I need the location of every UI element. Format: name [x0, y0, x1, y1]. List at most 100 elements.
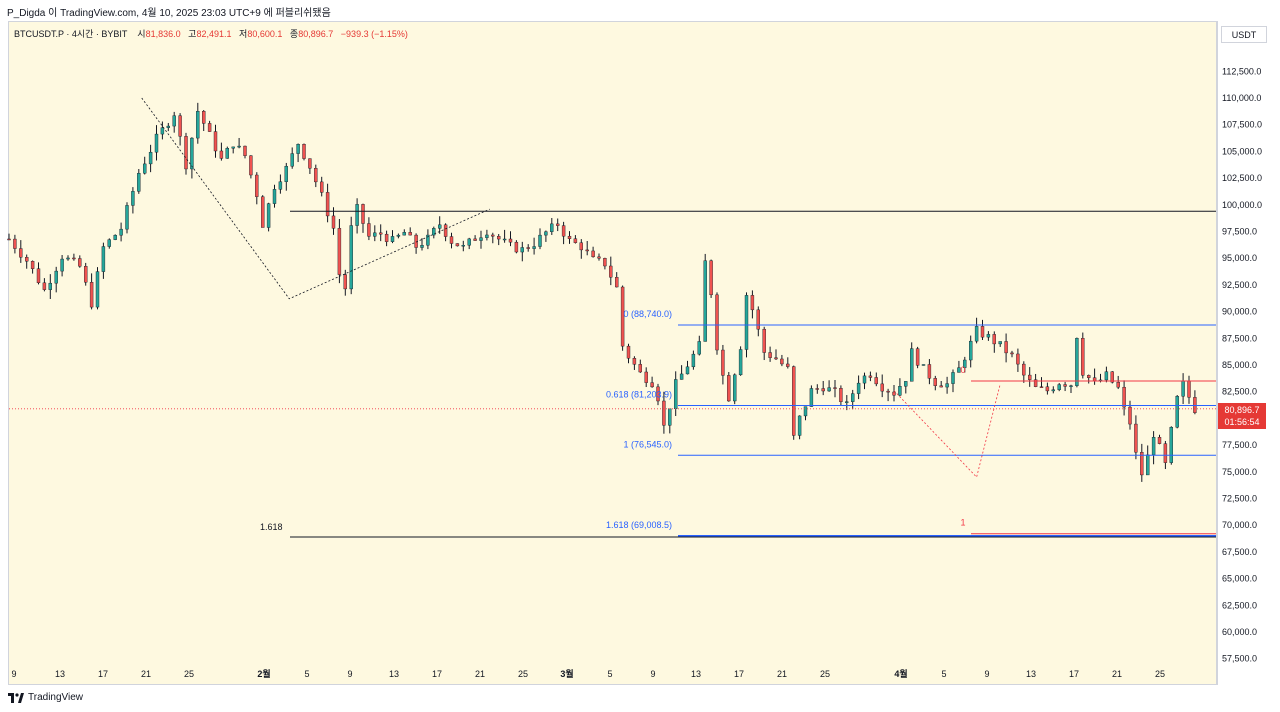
candle-body: [615, 277, 619, 288]
currency-selector[interactable]: USDT: [1221, 26, 1267, 43]
candle-body: [367, 223, 371, 237]
x-tick-label: 5: [941, 669, 946, 679]
x-tick-label: 25: [518, 669, 528, 679]
candle-body: [526, 247, 530, 249]
y-tick-label: 60,000.0: [1222, 627, 1257, 637]
candle-body: [1081, 338, 1085, 376]
candle-body: [514, 241, 519, 253]
symbol-label[interactable]: BTCUSDT.P · 4시간 · BYBIT: [14, 29, 128, 39]
candle-body: [1140, 452, 1144, 476]
candle-body: [443, 224, 448, 237]
candle-body: [774, 357, 778, 360]
low-value: 80,600.1: [247, 29, 283, 39]
candle-body: [1187, 380, 1191, 398]
x-tick-label: 25: [184, 669, 194, 679]
candle-body: [750, 295, 755, 311]
candle-body: [83, 266, 88, 283]
x-tick-label: 17: [432, 669, 442, 679]
candle-body: [880, 383, 884, 392]
candle-body: [868, 375, 873, 378]
candle-body: [780, 358, 784, 365]
candle-body: [815, 388, 819, 390]
candle-body: [13, 238, 17, 249]
candle-body: [1175, 396, 1179, 428]
candle-body: [325, 192, 330, 217]
last-price-value: 80,896.7: [1224, 405, 1260, 415]
candle-body: [1128, 406, 1132, 425]
candle-body: [502, 238, 507, 241]
candle-body: [113, 234, 117, 240]
y-tick-label: 102,500.0: [1222, 173, 1262, 183]
candle-body: [314, 168, 318, 183]
y-tick-label: 112,500.0: [1222, 66, 1261, 76]
candle-body: [278, 181, 283, 190]
candle-body: [54, 270, 58, 284]
candle-body: [172, 115, 176, 127]
candle-body: [396, 234, 401, 237]
candle-body: [331, 215, 336, 229]
candle-body: [243, 145, 247, 156]
y-tick-label: 110,000.0: [1222, 93, 1261, 103]
candle-body: [1122, 386, 1126, 408]
candle-body: [1163, 443, 1168, 463]
y-tick-label: 85,000.0: [1222, 360, 1257, 370]
candle-body: [556, 223, 560, 226]
candle-body: [213, 131, 218, 152]
candle-body: [809, 388, 814, 407]
candle-body: [7, 238, 11, 241]
candle-body: [373, 232, 377, 237]
y-tick-label: 77,500.0: [1222, 440, 1257, 450]
y-tick-label: 107,500.0: [1222, 120, 1262, 130]
candle-body: [25, 257, 29, 262]
candle-body: [986, 334, 991, 338]
candle-body: [709, 260, 713, 296]
candle-body: [862, 375, 867, 384]
open-label: 시: [137, 29, 146, 39]
candle-body: [827, 387, 831, 392]
candle-body: [420, 245, 424, 248]
fib-blue-label: 1.618 (69,008.5): [606, 520, 672, 530]
price-axis[interactable]: [1217, 21, 1280, 685]
candle-body: [107, 239, 112, 247]
candle-body: [78, 258, 82, 267]
candle-body: [125, 205, 129, 230]
candle-body: [538, 234, 542, 247]
candle-body: [1051, 389, 1056, 392]
y-tick-label: 62,500.0: [1222, 600, 1257, 610]
candle-body: [685, 366, 690, 375]
candle-body: [190, 137, 194, 170]
candle-body: [662, 400, 666, 426]
candle-body: [762, 328, 766, 353]
candle-body: [721, 349, 725, 376]
candle-body: [520, 247, 524, 253]
candle-body: [449, 236, 454, 244]
tradingview-brand[interactable]: TradingView: [8, 692, 83, 703]
candle-body: [473, 238, 477, 241]
y-tick-label: 75,000.0: [1222, 467, 1257, 477]
candle-body: [1010, 352, 1014, 355]
candle-body: [60, 258, 64, 272]
candle-body: [851, 393, 855, 402]
candle-body: [1104, 371, 1109, 381]
y-tick-label: 90,000.0: [1222, 307, 1257, 317]
candle-body: [491, 234, 495, 237]
candle-body: [579, 242, 583, 251]
candle-body: [1039, 386, 1044, 388]
candle-body: [225, 148, 230, 159]
candle-body: [674, 379, 678, 409]
y-tick-label: 65,000.0: [1222, 574, 1257, 584]
candle-body: [119, 228, 123, 236]
candle-body: [308, 158, 312, 169]
candle-body: [284, 165, 288, 182]
y-tick-label: 57,500.0: [1222, 654, 1257, 664]
candle-body: [756, 309, 760, 330]
candle-body: [1057, 384, 1061, 390]
candle-body: [656, 386, 660, 402]
fib-red-label: 1: [960, 518, 965, 528]
y-tick-label: 70,000.0: [1222, 520, 1257, 530]
tradingview-logo-icon: [8, 692, 24, 703]
candle-body: [1110, 371, 1115, 383]
x-tick-label: 21: [141, 669, 151, 679]
open-value: 81,836.0: [145, 29, 181, 39]
